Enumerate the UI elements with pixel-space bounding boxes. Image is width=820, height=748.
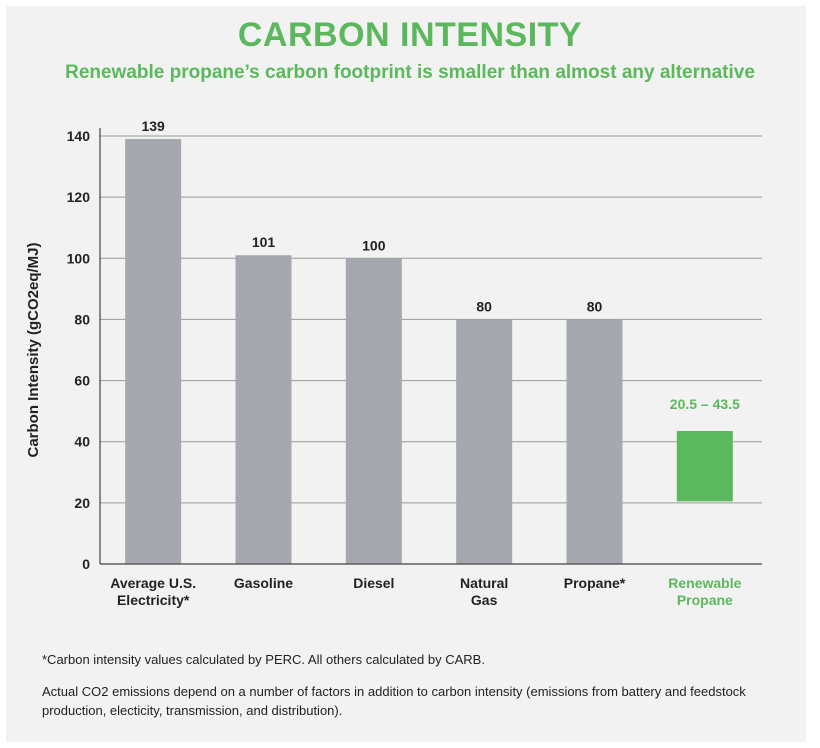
bar-5 xyxy=(676,431,733,502)
bar-3 xyxy=(456,319,513,564)
y-tick-label-80: 80 xyxy=(74,311,90,327)
category-label-1: Gasoline xyxy=(234,575,293,591)
gridlines xyxy=(100,135,762,504)
value-label-0: 139 xyxy=(141,118,165,134)
value-label-3: 80 xyxy=(476,298,492,314)
value-label-5: 20.5 – 43.5 xyxy=(670,396,740,412)
y-tick-label-140: 140 xyxy=(67,128,91,144)
bar-2 xyxy=(345,258,402,564)
category-label-0: Average U.S. Electricity* xyxy=(110,575,196,608)
category-label-4: Propane* xyxy=(564,575,626,591)
value-labels: 139 101 100 80 80 20.5 – 43.5 xyxy=(141,118,740,412)
category-label-line: Propane* xyxy=(564,575,626,591)
footnote-actual-emissions: Actual CO2 emissions depend on a number … xyxy=(42,684,746,718)
y-tick-label-20: 20 xyxy=(74,495,90,511)
y-tick-label-40: 40 xyxy=(74,434,90,450)
value-label-1: 101 xyxy=(252,234,276,250)
chart-title: CARBON INTENSITY xyxy=(237,16,583,54)
footnote-perc: *Carbon intensity values calculated by P… xyxy=(42,652,485,667)
category-label-line: Natural xyxy=(460,575,508,591)
value-label-2: 100 xyxy=(362,237,386,253)
axes: 0 20 40 60 80 100 120 140 Carbon Intensity (gCO2… xyxy=(25,128,762,608)
y-tick-label-0: 0 xyxy=(82,556,90,572)
y-tick-label-100: 100 xyxy=(67,250,91,266)
category-label-2: Diesel xyxy=(353,575,394,591)
category-label-line: Average U.S. xyxy=(110,575,196,591)
category-label-line: Renewable xyxy=(668,575,741,591)
y-tick-label-120: 120 xyxy=(67,189,91,205)
bars xyxy=(125,139,733,565)
category-label-line: Gas xyxy=(471,592,498,608)
value-label-4: 80 xyxy=(587,298,603,314)
category-label-line: Diesel xyxy=(353,575,394,591)
y-axis-title: Carbon Intensity (gCO2eq/MJ) xyxy=(25,242,42,457)
category-label-line: Electricity* xyxy=(117,592,190,608)
bar-4 xyxy=(566,319,623,564)
chart-subtitle: Renewable propane’s carbon footprint is … xyxy=(65,62,755,83)
category-label-line: Propane xyxy=(677,592,733,608)
category-label-5: Renewable Propane xyxy=(668,575,741,608)
category-label-3: Natural Gas xyxy=(460,575,508,608)
category-label-line: Gasoline xyxy=(234,575,293,591)
bar-1 xyxy=(235,255,292,564)
y-tick-label-60: 60 xyxy=(74,373,90,389)
bar-0 xyxy=(125,139,182,565)
